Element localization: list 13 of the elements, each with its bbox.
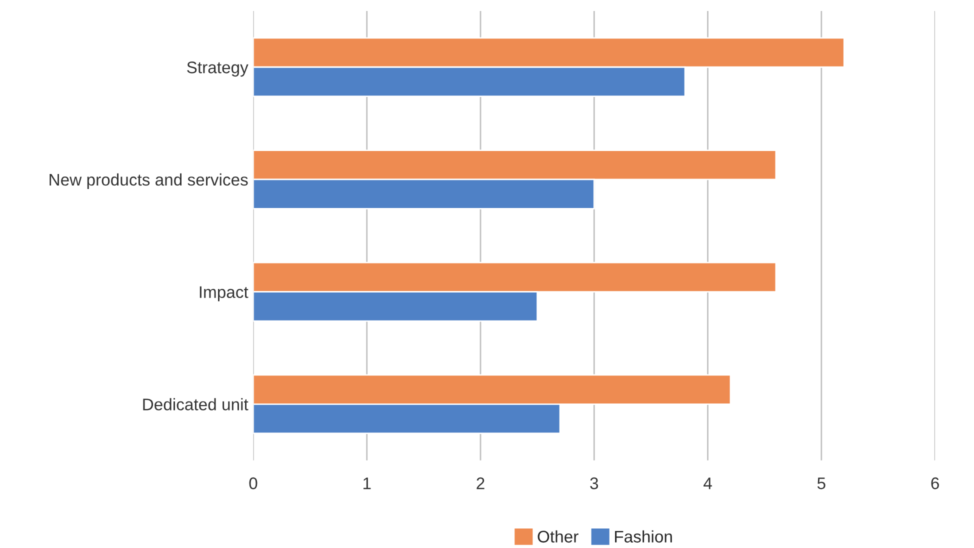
x-tick-label: 3 (590, 477, 598, 490)
y-tick-label: New products and services (50, 173, 248, 189)
y-tick-label: Strategy (187, 62, 248, 77)
x-tick-label: 4 (704, 478, 712, 490)
x-tick-label: 6 (931, 477, 939, 490)
y-tick-label: Impact (200, 286, 248, 302)
legend-label: Fashion (615, 530, 672, 543)
legend-label: Other (538, 530, 578, 543)
y-tick-label: Dedicated unit (143, 398, 248, 410)
x-tick-label: 1 (364, 478, 371, 490)
x-tick-label: 5 (817, 478, 826, 490)
x-tick-label: 2 (476, 477, 484, 490)
x-tick-label: 0 (249, 477, 258, 490)
